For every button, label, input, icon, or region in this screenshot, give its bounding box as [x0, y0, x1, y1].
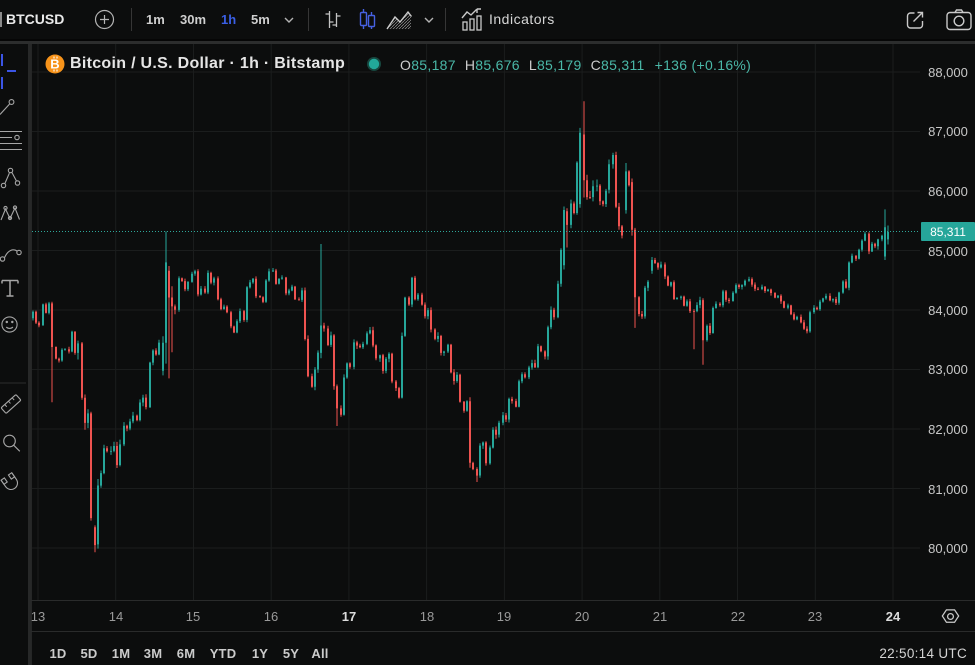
svg-text:B: B: [50, 57, 59, 72]
